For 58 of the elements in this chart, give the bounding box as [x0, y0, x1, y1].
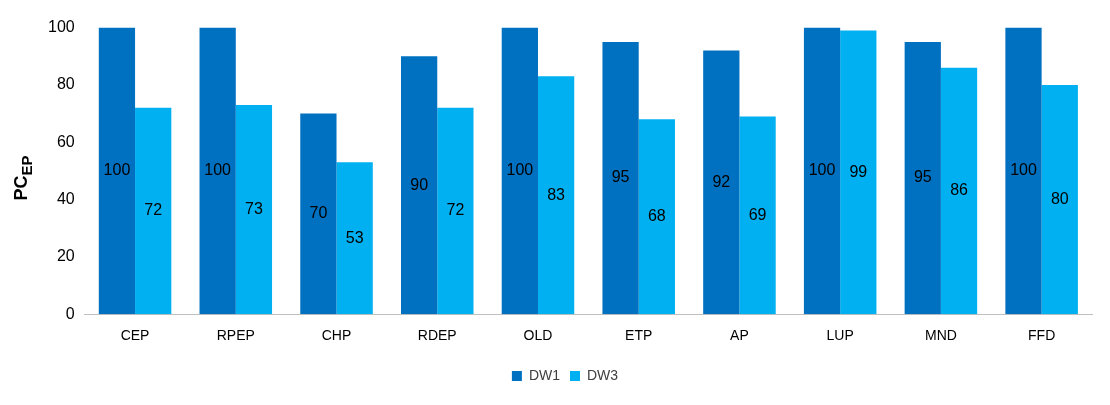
bar	[537, 76, 575, 315]
x-tick-label: ETP	[625, 327, 653, 344]
x-tick-label: LUP	[826, 327, 854, 344]
bar	[400, 56, 438, 315]
bar	[904, 41, 941, 315]
bar	[199, 27, 236, 315]
y-tick-label: 100	[47, 18, 75, 36]
x-tick-label: CEP	[120, 327, 150, 344]
bar	[638, 119, 675, 315]
bar	[803, 27, 841, 315]
data-label: 73	[245, 200, 263, 217]
data-label: 99	[849, 162, 868, 180]
bar	[703, 50, 740, 315]
bar	[1041, 84, 1078, 315]
bar	[940, 67, 978, 315]
bar	[135, 107, 172, 315]
data-label: 68	[647, 207, 666, 225]
y-tick-label: 80	[56, 75, 75, 93]
y-tick-label: 20	[56, 247, 75, 265]
data-label: 69	[748, 205, 767, 223]
x-tick-label: RPEP	[216, 327, 255, 344]
bar	[98, 27, 136, 315]
data-label: 100	[1010, 161, 1037, 179]
data-label: 83	[547, 185, 566, 203]
x-tick-label: RDEP	[417, 327, 457, 344]
bar	[235, 104, 273, 315]
data-label: 100	[204, 161, 232, 179]
data-label: 53	[345, 228, 364, 246]
data-label: 70	[309, 204, 328, 222]
data-label: 90	[410, 175, 429, 193]
bar	[336, 162, 373, 315]
y-tick-label: 0	[65, 304, 75, 322]
bar	[1005, 27, 1042, 315]
x-tick-label: AP	[730, 327, 749, 344]
x-tick-label: OLD	[523, 327, 553, 344]
y-tick-label: 40	[56, 189, 75, 207]
x-tick-label: FFD	[1028, 327, 1056, 344]
bar	[602, 41, 639, 315]
data-label: 80	[1050, 189, 1069, 207]
data-label: 95	[611, 168, 630, 186]
data-label: 72	[144, 201, 163, 219]
bar	[501, 27, 538, 315]
legend-label: DW3	[587, 366, 619, 383]
legend-label: DW1	[528, 366, 561, 383]
y-tick-label: 60	[56, 132, 75, 150]
bar	[739, 116, 776, 315]
data-label: 72	[446, 201, 465, 219]
data-label: 95	[913, 168, 932, 186]
data-label: 100	[103, 161, 131, 179]
x-tick-label: MND	[924, 327, 957, 344]
data-label: 92	[712, 172, 731, 190]
x-tick-label: CHP	[321, 327, 352, 344]
bar	[300, 113, 337, 315]
bar	[437, 107, 474, 315]
data-label: 86	[950, 181, 969, 199]
data-label: 100	[506, 161, 534, 179]
bar	[840, 30, 877, 315]
data-label: 100	[808, 161, 836, 179]
